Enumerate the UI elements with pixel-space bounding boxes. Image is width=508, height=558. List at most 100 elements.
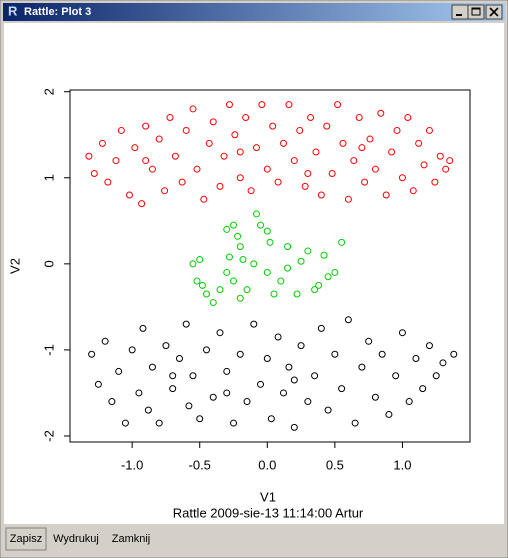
point [88,350,96,358]
point [108,398,116,406]
point [290,423,298,431]
point [344,195,352,203]
point [125,191,133,199]
point [161,187,169,195]
point [252,144,260,152]
point [432,372,440,380]
point [230,419,238,427]
point [236,350,244,358]
point [366,135,374,143]
point [182,320,190,328]
point [442,165,450,173]
point [196,415,204,423]
point [236,243,244,251]
point [425,126,433,134]
point [252,210,260,218]
point [243,286,251,294]
point [320,251,328,259]
point [104,178,112,186]
point [297,257,305,265]
point [171,152,179,160]
point [296,126,304,134]
point [231,131,239,139]
point [274,178,282,186]
point [431,178,439,186]
minimize-button[interactable] [451,4,469,20]
button[interactable]: Zapisz [10,533,42,545]
point [393,126,401,134]
point [225,253,233,261]
x-tick-label: 1.0 [393,457,411,472]
point [166,114,174,122]
point [205,139,213,147]
point [98,139,106,147]
point [328,169,336,177]
point [334,101,342,109]
point [304,169,312,177]
button[interactable]: Zamknij [112,533,151,545]
point [378,350,386,358]
title-bar [3,3,505,21]
point [338,385,346,393]
point [189,260,197,268]
point [339,139,347,147]
plot-canvas [4,23,504,524]
x-tick-label: 0.0 [258,457,276,472]
point [415,139,423,147]
point [392,372,400,380]
point [371,393,379,401]
point [358,363,366,371]
point [178,178,186,186]
point [216,286,224,294]
y-axis-label: V2 [7,258,22,274]
point [324,406,332,414]
point [263,268,271,276]
close-button[interactable] [485,4,503,20]
point [175,355,183,363]
point [169,385,177,393]
point [365,337,373,345]
point [285,101,293,109]
point [398,329,406,337]
y-tick-label: 0 [41,260,56,267]
point [284,264,292,272]
maximize-button[interactable] [467,4,485,20]
point [236,148,244,156]
point [138,200,146,208]
point [142,122,150,130]
point [239,256,247,264]
point [419,385,427,393]
point [135,389,143,397]
point [216,329,224,337]
point [382,191,390,199]
point [280,389,288,397]
point [404,114,412,122]
point [304,247,312,255]
point [112,157,120,165]
point [209,299,217,307]
point [243,398,251,406]
y-tick-label: -1 [41,344,56,356]
point [155,135,163,143]
point [209,118,217,126]
point [258,101,266,109]
point [263,165,271,173]
button-frame[interactable] [5,527,47,551]
point [317,191,325,199]
y-tick-label: 1 [41,174,56,181]
point [331,350,339,358]
point [290,376,298,384]
point [148,165,156,173]
button[interactable]: Wydrukuj [53,533,99,545]
point [439,359,447,367]
point [371,165,379,173]
point [225,101,233,109]
x-tick-label: -0.5 [189,457,211,472]
point [263,355,271,363]
point [361,178,369,186]
point [200,195,208,203]
point [304,398,312,406]
point [307,114,315,122]
app-icon: R [8,3,18,18]
y-tick-label: -2 [41,430,56,442]
